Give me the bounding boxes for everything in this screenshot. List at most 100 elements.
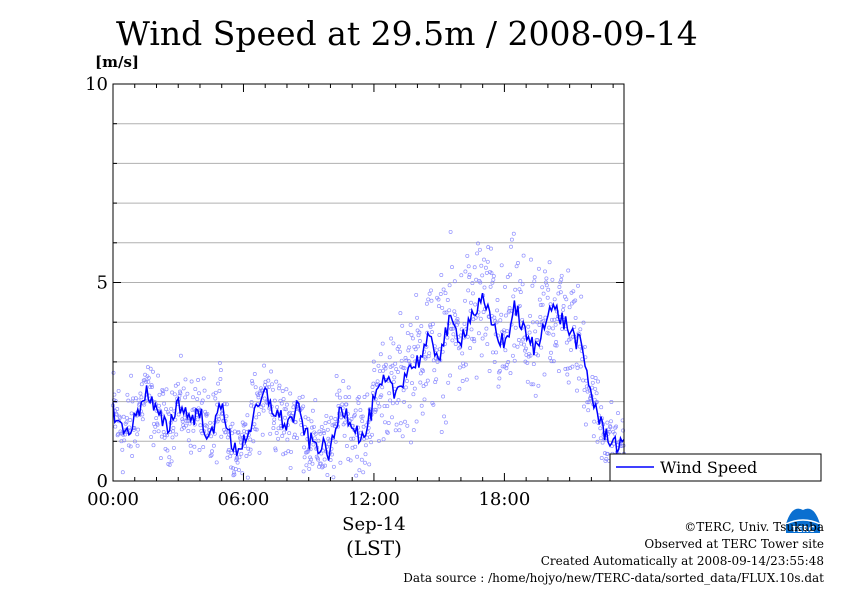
x-unit-label: (LST) xyxy=(346,536,402,560)
footer-copyright: ©TERC, Univ. Tsukuba xyxy=(684,520,824,534)
scatter-point xyxy=(132,439,137,444)
scatter-point xyxy=(552,297,557,302)
scatter-point xyxy=(277,383,282,388)
y-axis-unit: [m/s] xyxy=(95,53,139,71)
scatter-point xyxy=(301,469,306,474)
scatter-point xyxy=(302,455,307,460)
scatter-point xyxy=(554,340,559,344)
scatter-point xyxy=(232,429,237,434)
scatter-point xyxy=(511,294,516,299)
scatter-point xyxy=(362,395,367,399)
scatter-point xyxy=(122,438,127,443)
scatter-point xyxy=(324,413,329,418)
scatter-point xyxy=(434,348,439,353)
scatter-point xyxy=(397,344,401,349)
scatter-point xyxy=(164,433,169,438)
scatter-point xyxy=(470,291,475,296)
scatter-point xyxy=(423,382,428,387)
scatter-point xyxy=(478,280,483,285)
scatter-point xyxy=(427,351,432,356)
scatter-point xyxy=(313,398,318,403)
scatter-point xyxy=(466,288,471,293)
scatter-point xyxy=(393,428,398,433)
scatter-point xyxy=(163,432,168,437)
scatter-point xyxy=(153,424,158,429)
scatter-point xyxy=(302,445,307,450)
scatter-point xyxy=(319,451,324,456)
scatter-point xyxy=(128,418,133,422)
scatter-point xyxy=(152,429,157,434)
scatter-point xyxy=(329,415,334,420)
scatter-point xyxy=(421,369,426,373)
scatter-point xyxy=(521,253,526,258)
scatter-point xyxy=(595,439,600,444)
scatter-point xyxy=(270,387,275,392)
scatter-point xyxy=(579,294,584,299)
scatter-point xyxy=(402,399,407,404)
scatter-point xyxy=(325,473,330,477)
scatter-point xyxy=(334,374,339,378)
scatter-point xyxy=(540,302,545,307)
scatter-point xyxy=(450,338,455,343)
scatter-point xyxy=(388,398,393,403)
scatter-point xyxy=(379,413,384,418)
scatter-point xyxy=(525,360,530,365)
scatter-point xyxy=(272,398,277,403)
scatter-point xyxy=(197,448,202,452)
scatter-point xyxy=(586,408,591,413)
scatter-point xyxy=(469,327,474,332)
scatter-point xyxy=(224,430,228,435)
scatter-point xyxy=(249,400,254,405)
scatter-point xyxy=(361,470,366,475)
scatter-point xyxy=(564,297,569,302)
scatter-point xyxy=(462,321,467,326)
scatter-point xyxy=(150,384,155,389)
scatter-point xyxy=(594,391,599,396)
scatter-point xyxy=(321,429,326,433)
scatter-point xyxy=(118,415,122,420)
scatter-point xyxy=(586,400,591,405)
scatter-point xyxy=(357,395,361,400)
scatter-point xyxy=(371,381,376,386)
scatter-point xyxy=(254,415,259,420)
scatter-point xyxy=(612,431,617,436)
scatter-point xyxy=(430,330,434,335)
scatter-point xyxy=(323,421,328,426)
scatter-point xyxy=(343,420,347,425)
scatter-point xyxy=(144,379,148,384)
y-tick-label: 10 xyxy=(85,74,108,95)
scatter-point xyxy=(250,381,255,386)
legend-label: Wind Speed xyxy=(660,458,757,477)
scatter-point xyxy=(307,466,312,471)
scatter-point xyxy=(488,284,493,289)
scatter-point xyxy=(441,394,446,399)
scatter-point xyxy=(269,369,274,374)
scatter-point xyxy=(391,379,396,384)
scatter-point xyxy=(128,444,133,449)
scatter-point xyxy=(331,464,336,469)
scatter-point xyxy=(578,327,583,332)
scatter-point xyxy=(261,408,266,413)
scatter-point xyxy=(481,310,486,314)
scatter-point xyxy=(503,284,507,289)
scatter-point xyxy=(549,350,553,355)
scatter-point xyxy=(146,379,151,384)
scatter-point xyxy=(474,375,479,380)
scatter-point xyxy=(561,307,566,312)
scatter-point xyxy=(145,365,150,370)
scatter-point xyxy=(380,385,385,390)
scatter-point xyxy=(567,305,572,310)
scatter-point xyxy=(391,341,396,346)
scatter-point xyxy=(326,442,331,447)
scatter-point xyxy=(347,395,352,400)
scatter-point xyxy=(169,406,174,411)
scatter-point xyxy=(261,403,266,408)
scatter-point xyxy=(253,385,258,390)
scatter-point xyxy=(598,436,603,441)
scatter-point xyxy=(343,395,348,400)
scatter-point xyxy=(466,264,471,269)
scatter-point xyxy=(558,290,563,295)
scatter-point xyxy=(120,447,125,452)
scatter-point xyxy=(439,430,444,434)
scatter-point xyxy=(124,415,129,420)
